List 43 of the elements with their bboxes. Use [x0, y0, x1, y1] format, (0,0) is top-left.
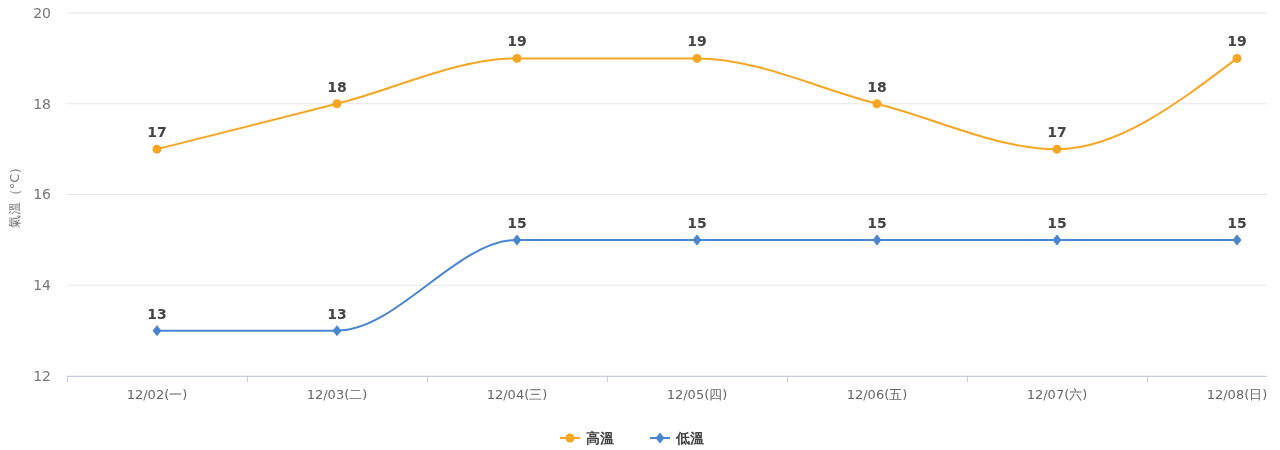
point: [512, 234, 522, 246]
data-label: 15: [1227, 214, 1247, 231]
data-label: 15: [1047, 214, 1067, 231]
data-label: 15: [867, 214, 887, 231]
y-tick-label: 14: [33, 277, 52, 294]
x-tick-label: 12/06(五): [846, 387, 908, 402]
point: [872, 99, 882, 109]
data-label: 15: [507, 214, 527, 231]
data-label: 18: [867, 78, 887, 95]
data-label: 17: [1047, 124, 1067, 141]
data-label: 13: [147, 305, 167, 322]
point: [512, 53, 522, 63]
x-tick-label: 12/04(三): [486, 387, 548, 402]
y-tick-label: 18: [33, 95, 51, 112]
x-tick-label: 12/02(一): [126, 387, 188, 402]
legend-label: 高溫: [586, 429, 614, 446]
point: [152, 144, 162, 154]
point: [1232, 234, 1242, 246]
data-label: 17: [147, 124, 167, 141]
y-tick-label: 12: [33, 367, 51, 384]
legend-label: 低溫: [675, 429, 704, 446]
point: [1052, 144, 1062, 154]
data-label: 19: [687, 33, 707, 50]
point: [872, 234, 882, 246]
data-label: 13: [327, 305, 347, 322]
x-tick-label: 12/07(六): [1026, 387, 1088, 402]
x-tick-label: 12/05(四): [666, 387, 728, 402]
data-label: 19: [1227, 33, 1247, 50]
x-tick-label: 12/03(二): [306, 387, 368, 402]
y-tick-label: 20: [33, 4, 51, 21]
point: [152, 325, 162, 337]
data-label: 18: [327, 78, 347, 95]
data-label: 15: [687, 214, 707, 231]
y-tick-label: 16: [33, 186, 52, 203]
point: [332, 325, 342, 337]
data-label: 19: [507, 33, 527, 50]
point: [1052, 234, 1062, 246]
point: [1232, 53, 1242, 63]
point: [692, 53, 702, 63]
x-tick-label: 12/08(日): [1206, 387, 1268, 402]
point: [332, 99, 342, 109]
y-axis-title: 氣溫（°C）: [6, 160, 22, 229]
point: [692, 234, 702, 246]
